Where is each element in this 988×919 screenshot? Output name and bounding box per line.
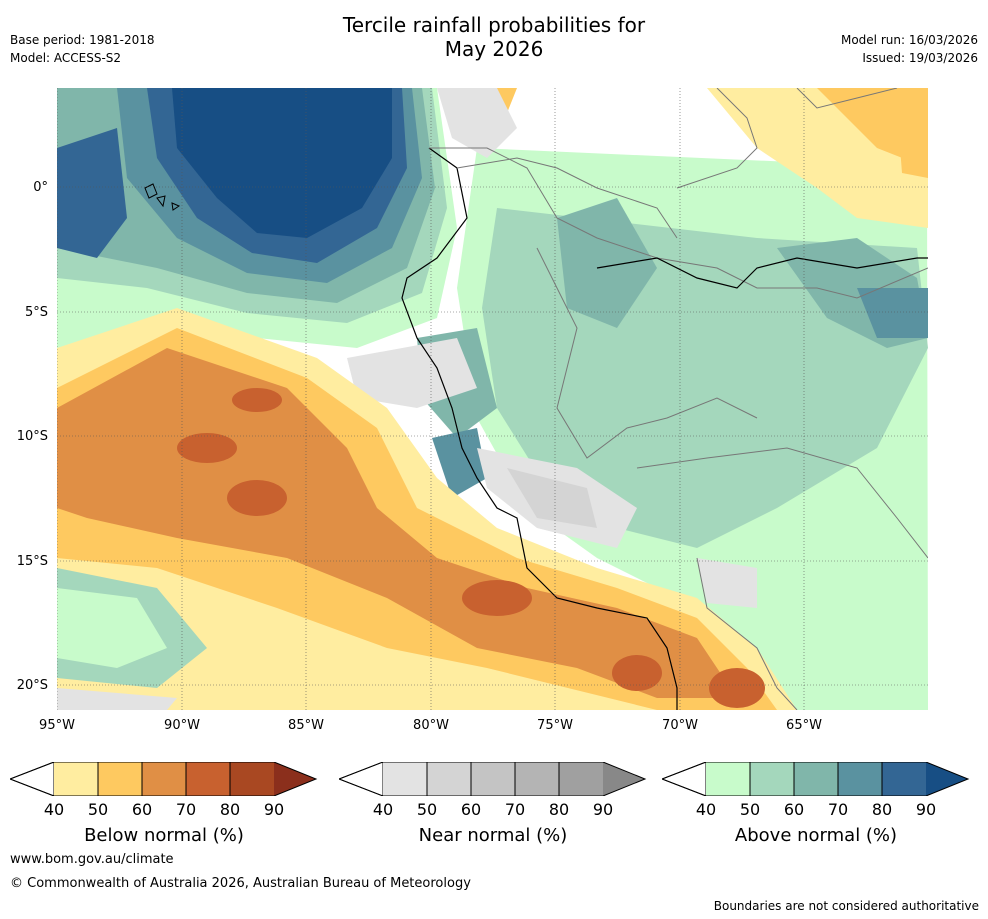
below-normal-title: Below normal (%): [84, 825, 244, 846]
above-outline: [662, 762, 970, 796]
metadata-left: Base period: 1981-2018 Model: ACCESS-S2: [10, 31, 155, 67]
below-normal-ocean: [57, 308, 797, 710]
above-tick: 60: [783, 800, 805, 819]
above-swatch-1: [706, 762, 750, 796]
legend-below-normal: [10, 762, 318, 796]
title-line-2: May 2026: [444, 37, 544, 61]
issued-date: Issued: 19/03/2026: [862, 51, 978, 65]
below-tick: 70: [175, 800, 197, 819]
below-swatch-2: [98, 762, 142, 796]
above-swatch-5: [882, 762, 926, 796]
lat-label-20s: 20°S: [16, 678, 48, 693]
above-dividers: [749, 762, 883, 796]
below-tick: 90: [263, 800, 285, 819]
lon-label-90w: 90°W: [164, 718, 200, 733]
legend-near-normal: [339, 762, 647, 796]
near-tick: 80: [548, 800, 570, 819]
legend-above-normal: [662, 762, 970, 796]
above-swatch-3: [794, 762, 838, 796]
website-link[interactable]: www.bom.gov.au/climate: [10, 852, 174, 867]
above-arrow-right: [926, 762, 968, 796]
near-swatch-3: [471, 762, 515, 796]
model-run: Model run: 16/03/2026: [840, 33, 978, 47]
below-arrow-right: [274, 762, 316, 796]
coastline: [401, 88, 928, 710]
galapagos-islands: [144, 183, 181, 211]
above-normal-ocean: [57, 88, 457, 348]
boundary-disclaimer: Boundaries are not considered authoritat…: [713, 899, 979, 913]
near-tick: 40: [372, 800, 394, 819]
near-swatch-2: [427, 762, 471, 796]
below-swatch-4: [186, 762, 230, 796]
lat-label-5s: 5°S: [24, 305, 48, 320]
near-arrow-left: [339, 762, 384, 796]
lon-label-75w: 75°W: [537, 718, 573, 733]
below-swatch-5: [230, 762, 274, 796]
lon-label-95w: 95°W: [39, 718, 75, 733]
above-tick: 80: [871, 800, 893, 819]
above-normal-title: Above normal (%): [734, 825, 898, 846]
above-tick: 40: [695, 800, 717, 819]
lat-label-0: 0°: [33, 180, 48, 195]
title-line-1: Tercile rainfall probabilities for: [342, 13, 646, 37]
above-tick: 90: [915, 800, 937, 819]
lat-label-10s: 10°S: [16, 429, 48, 444]
near-dividers: [426, 762, 560, 796]
below-dividers: [97, 762, 231, 796]
above-swatch-2: [750, 762, 794, 796]
below-arrow-left: [10, 762, 55, 796]
near-arrow-right: [603, 762, 645, 796]
lon-label-85w: 85°W: [288, 718, 324, 733]
below-swatch-3: [142, 762, 186, 796]
near-swatch-1: [383, 762, 427, 796]
lon-label-65w: 65°W: [786, 718, 822, 733]
near-swatch-4: [515, 762, 559, 796]
above-arrow-left: [662, 762, 707, 796]
lon-label-80w: 80°W: [413, 718, 449, 733]
near-tick: 70: [504, 800, 526, 819]
graticule: [57, 88, 928, 710]
near-outline: [339, 762, 647, 796]
below-tick: 60: [131, 800, 153, 819]
below-tick: 40: [43, 800, 65, 819]
base-period: Base period: 1981-2018: [10, 33, 155, 47]
near-normal-patches: [347, 88, 757, 608]
lon-label-70w: 70°W: [662, 718, 698, 733]
lat-label-15s: 15°S: [16, 554, 48, 569]
near-swatch-5: [559, 762, 603, 796]
map-title: Tercile rainfall probabilities for May 2…: [0, 13, 988, 61]
metadata-right: Model run: 16/03/2026 Issued: 19/03/2026: [841, 31, 978, 67]
model-name: Model: ACCESS-S2: [10, 51, 122, 65]
above-tick: 50: [739, 800, 761, 819]
near-tick: 60: [460, 800, 482, 819]
above-swatch-4: [838, 762, 882, 796]
below-tick: 50: [87, 800, 109, 819]
copyright: © Commonwealth of Australia 2026, Austra…: [10, 876, 471, 891]
below-outline: [10, 762, 318, 796]
below-swatch-1: [54, 762, 98, 796]
probability-map: [57, 88, 928, 710]
above-tick: 70: [827, 800, 849, 819]
below-tick: 80: [219, 800, 241, 819]
near-tick: 50: [416, 800, 438, 819]
near-tick: 90: [592, 800, 614, 819]
near-normal-title: Near normal (%): [418, 825, 568, 846]
